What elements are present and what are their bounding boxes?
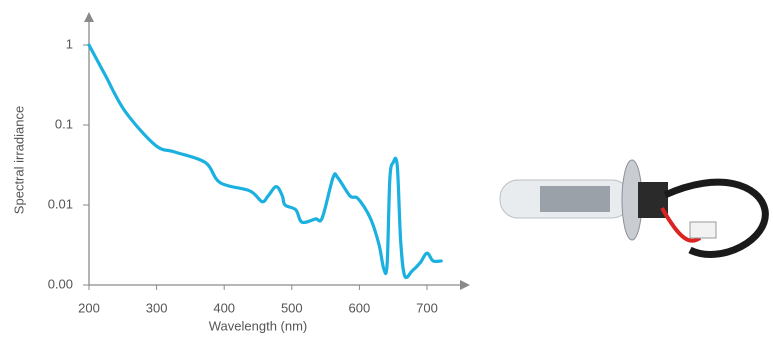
x-axis-label: Wavelength (nm) bbox=[209, 318, 308, 333]
y-tick-label: 0.1 bbox=[55, 116, 73, 131]
x-tick-label: 400 bbox=[213, 300, 235, 315]
lamp-electrode bbox=[540, 186, 610, 212]
x-tick-label: 700 bbox=[416, 300, 438, 315]
y-axis-arrow bbox=[84, 12, 94, 22]
x-tick-label: 600 bbox=[349, 300, 371, 315]
lamp-connector bbox=[689, 221, 717, 239]
x-tick-label: 500 bbox=[281, 300, 303, 315]
x-tick-label: 200 bbox=[78, 300, 100, 315]
y-tick-label: 0.00 bbox=[48, 276, 73, 291]
y-axis-label: Spectral irradiance bbox=[11, 106, 26, 214]
x-axis-arrow bbox=[460, 280, 470, 290]
series-line bbox=[87, 43, 443, 280]
x-tick-label: 300 bbox=[146, 300, 168, 315]
lamp-red-wire bbox=[660, 207, 702, 243]
axes bbox=[84, 12, 470, 290]
y-tick-label: 1 bbox=[66, 36, 73, 51]
y-tick-label: 0.01 bbox=[48, 196, 73, 211]
lamp-photo bbox=[499, 159, 769, 258]
lamp-cable bbox=[663, 178, 769, 258]
